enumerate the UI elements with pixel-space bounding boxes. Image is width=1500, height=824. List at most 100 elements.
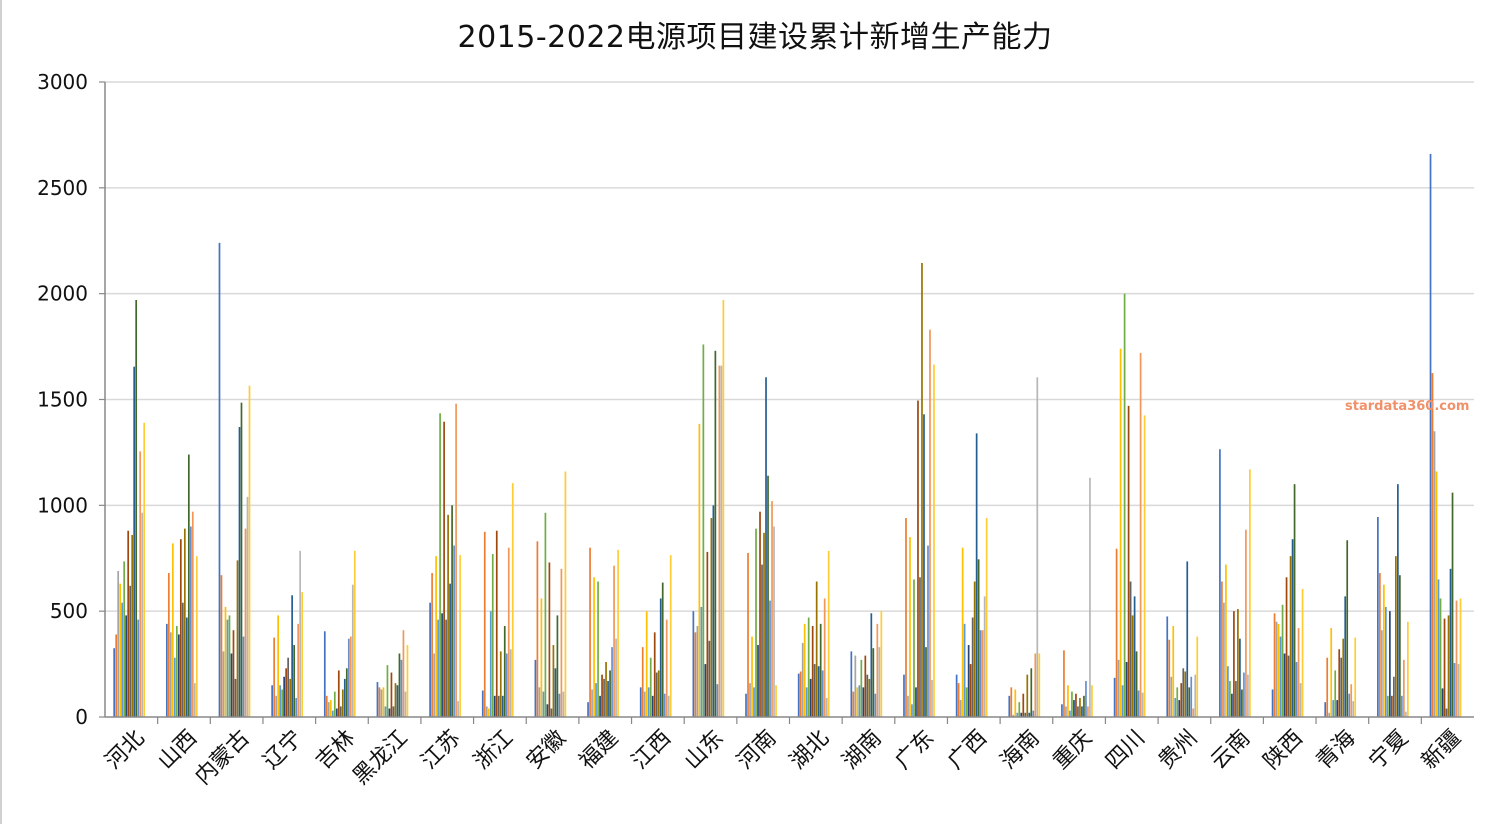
bar-group-23: [1324, 540, 1357, 717]
bar: [167, 573, 170, 717]
y-tick-label: 3000: [37, 70, 88, 94]
bar: [973, 581, 976, 717]
bar: [1346, 540, 1349, 717]
bar: [131, 534, 134, 717]
bar: [1190, 676, 1193, 717]
bar: [1115, 548, 1118, 717]
bar: [1342, 638, 1345, 717]
bar: [143, 422, 146, 717]
bar: [222, 651, 225, 717]
bar: [1137, 690, 1140, 717]
bar: [1245, 529, 1247, 717]
bar: [905, 518, 907, 717]
bar: [297, 623, 299, 717]
bar: [499, 651, 502, 717]
bar: [1133, 596, 1136, 717]
bar-group-15: [903, 262, 935, 717]
bar: [700, 606, 703, 717]
bar: [556, 615, 559, 717]
bar: [1196, 636, 1199, 717]
bar: [129, 585, 132, 717]
bar: [850, 651, 853, 717]
bar: [1330, 628, 1333, 717]
bar: [339, 706, 342, 717]
bar: [969, 664, 972, 717]
bar: [718, 365, 721, 717]
bar: [593, 577, 595, 717]
bar: [1243, 672, 1245, 717]
bar: [503, 625, 506, 717]
bar: [540, 598, 543, 717]
bar: [1077, 706, 1079, 717]
bar: [811, 625, 814, 717]
bar: [854, 655, 857, 717]
bar: [749, 683, 751, 717]
bar: [821, 670, 824, 717]
bar: [1235, 681, 1237, 717]
bar: [497, 695, 500, 717]
bar-group-4: [323, 550, 356, 717]
bar: [376, 682, 379, 717]
bar: [603, 678, 605, 717]
bar: [481, 690, 484, 717]
bar: [343, 678, 346, 717]
bar: [119, 583, 122, 717]
bar: [1239, 638, 1241, 717]
bar: [429, 602, 431, 717]
bar: [605, 661, 607, 717]
bar-group-21: [1219, 449, 1251, 717]
bar: [1087, 706, 1089, 717]
bar: [613, 565, 615, 717]
bar: [165, 623, 168, 717]
x-tick-label: 宁夏: [1364, 726, 1413, 775]
bar-group-0: [113, 300, 146, 717]
bar: [437, 619, 439, 717]
bar: [451, 505, 453, 717]
bar: [1141, 692, 1144, 717]
bar: [238, 427, 241, 717]
x-tick-label: 贵州: [1154, 726, 1203, 775]
bar: [175, 625, 178, 717]
bar: [1174, 697, 1177, 717]
bar: [1178, 700, 1181, 717]
x-tick-label: 四川: [1101, 726, 1150, 775]
bar: [981, 630, 984, 717]
bar: [509, 649, 512, 717]
bar: [874, 693, 877, 717]
bar: [398, 653, 401, 717]
bar: [667, 695, 670, 717]
bar: [809, 678, 812, 717]
x-tick-label: 陕西: [1259, 726, 1308, 775]
bar: [1389, 611, 1391, 717]
bar: [745, 693, 747, 717]
bar: [173, 657, 176, 717]
bar: [862, 687, 865, 717]
bar: [487, 708, 490, 717]
bar: [293, 645, 295, 717]
bar: [439, 413, 441, 717]
bar: [1184, 671, 1187, 717]
bar: [1449, 568, 1452, 717]
window-left-border: [0, 0, 2, 824]
bar: [554, 668, 557, 717]
bar: [534, 659, 537, 717]
bar: [797, 673, 800, 717]
bar: [769, 600, 771, 717]
bar: [983, 596, 986, 717]
bar: [1022, 693, 1025, 717]
bar: [1459, 598, 1462, 717]
bar: [649, 657, 652, 717]
x-tick-label: 河南: [733, 726, 782, 775]
bar: [860, 659, 863, 717]
bar: [807, 617, 810, 717]
bar: [335, 708, 338, 717]
bar: [1297, 628, 1300, 717]
bar: [710, 518, 713, 717]
bar: [1237, 609, 1239, 717]
bar: [961, 547, 964, 717]
bar: [1393, 676, 1395, 717]
x-tick-label: 湖北: [785, 726, 834, 775]
bar: [1293, 484, 1296, 717]
bar: [1338, 649, 1341, 717]
bar: [457, 701, 459, 717]
